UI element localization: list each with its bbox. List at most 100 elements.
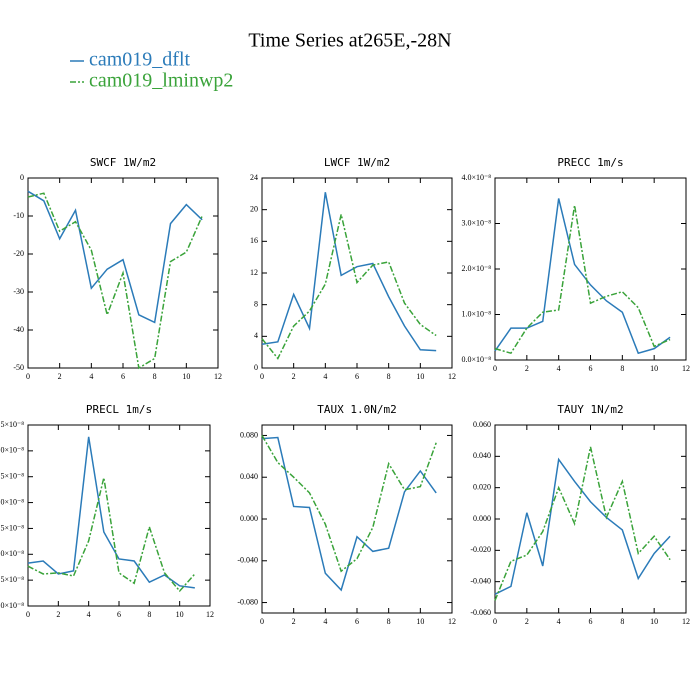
x-tick-label: 12 — [682, 617, 690, 626]
x-tick-label: 4 — [557, 364, 561, 373]
x-tick-label: 10 — [416, 617, 424, 626]
y-tick-label: 4.0×10⁻⁸ — [461, 173, 491, 182]
x-tick-label: 10 — [176, 610, 184, 619]
y-tick-label: 0.5×10⁻⁸ — [0, 575, 24, 584]
y-tick-label: 24 — [250, 173, 258, 182]
y-tick-label: -50 — [13, 363, 24, 372]
y-tick-label: -40 — [13, 325, 24, 334]
y-tick-label: 1.0×10⁻⁸ — [461, 309, 491, 318]
legend-label: cam019_dflt — [89, 49, 191, 71]
series-line — [494, 198, 671, 355]
series-line — [261, 436, 437, 592]
series-line — [494, 457, 671, 595]
y-tick-label: 3.5×10⁻⁸ — [0, 420, 24, 429]
y-tick-label: -0.080 — [237, 597, 258, 606]
x-tick-label: 8 — [153, 372, 157, 381]
x-tick-label: 8 — [387, 372, 391, 381]
plot-frame — [261, 177, 453, 369]
plot-frame — [27, 424, 211, 607]
x-tick-label: 2 — [525, 364, 529, 373]
panel-title: PRECL 1m/s — [86, 403, 152, 416]
legend-label: cam019_lminwp2 — [89, 70, 233, 92]
x-tick-label: 2 — [292, 617, 296, 626]
series-line — [27, 477, 196, 593]
x-tick-label: 12 — [682, 364, 690, 373]
y-tick-label: -0.020 — [470, 545, 491, 554]
y-tick-label: 16 — [250, 236, 258, 245]
y-tick-label: -0.040 — [237, 556, 258, 565]
x-tick-label: 0 — [493, 364, 497, 373]
x-tick-label: 6 — [117, 610, 121, 619]
y-tick-label: -20 — [13, 249, 24, 258]
panel-title: TAUX 1.0N/m2 — [317, 403, 396, 416]
x-tick-label: 10 — [650, 617, 658, 626]
y-tick-label: 3.0×10⁻⁸ — [0, 446, 24, 455]
x-tick-label: 8 — [147, 610, 151, 619]
series-line — [27, 192, 203, 370]
x-tick-label: 8 — [620, 617, 624, 626]
x-tick-label: 0 — [493, 617, 497, 626]
series-line — [27, 190, 203, 324]
x-tick-label: 12 — [448, 617, 456, 626]
y-tick-label: 0.0×10⁻⁸ — [461, 355, 491, 364]
y-tick-label: 2.0×10⁻⁸ — [0, 497, 24, 506]
x-tick-label: 4 — [87, 610, 91, 619]
x-tick-label: 6 — [121, 372, 125, 381]
y-tick-label: 1.5×10⁻⁸ — [0, 523, 24, 532]
series-line — [261, 192, 437, 352]
x-tick-label: 4 — [323, 372, 327, 381]
y-tick-label: 0 — [254, 363, 258, 372]
panel-title: PRECC 1m/s — [557, 156, 623, 169]
y-tick-label: 2.0×10⁻⁸ — [461, 264, 491, 273]
series-line — [494, 446, 671, 601]
series-line — [261, 214, 437, 360]
y-tick-label: 0 — [20, 173, 24, 182]
x-tick-label: 0 — [26, 372, 30, 381]
x-tick-label: 2 — [292, 372, 296, 381]
series-line — [27, 436, 195, 589]
y-tick-label: -0.040 — [470, 576, 491, 585]
y-tick-label: 0.060 — [473, 420, 491, 429]
y-tick-label: 0.080 — [240, 430, 258, 439]
x-tick-label: 12 — [448, 372, 456, 381]
panel: PRECL 1m/s 0 2 4 6 8 10 12 0.0×10⁻⁸ 0.5×10⁻⁸ 1.0×1… — [0, 403, 214, 619]
y-tick-label: 0.040 — [240, 472, 258, 481]
panel: SWCF 1W/m2 0 2 4 6 8 10 12 -50 -40 -30 -20 -10 0 — [13, 156, 222, 381]
plot-frame — [261, 424, 453, 614]
y-tick-label: 0.0×10⁻⁸ — [0, 601, 24, 610]
x-tick-label: 6 — [589, 364, 593, 373]
x-tick-label: 2 — [58, 372, 62, 381]
y-tick-label: 3.0×10⁻⁸ — [461, 218, 491, 227]
x-tick-label: 0 — [260, 617, 264, 626]
x-tick-label: 0 — [26, 610, 30, 619]
x-tick-label: 0 — [260, 372, 264, 381]
x-tick-label: 10 — [650, 364, 658, 373]
x-tick-label: 6 — [589, 617, 593, 626]
x-tick-label: 10 — [416, 372, 424, 381]
chart-title: Time Series at265E,-28N — [248, 30, 451, 52]
x-tick-label: 6 — [355, 617, 359, 626]
y-tick-label: 0.040 — [473, 451, 491, 460]
x-tick-label: 4 — [323, 617, 327, 626]
series-line — [494, 205, 671, 355]
x-tick-label: 10 — [182, 372, 190, 381]
y-tick-label: 0.000 — [240, 514, 258, 523]
y-tick-label: -0.060 — [470, 608, 491, 617]
y-tick-label: 8 — [254, 299, 258, 308]
y-tick-label: 20 — [250, 204, 258, 213]
panel-title: SWCF 1W/m2 — [90, 156, 156, 169]
y-tick-label: -10 — [13, 211, 24, 220]
panel-title: TAUY 1N/m2 — [557, 403, 623, 416]
panel-title: LWCF 1W/m2 — [324, 156, 390, 169]
y-tick-label: -30 — [13, 287, 24, 296]
y-tick-label: 0.020 — [473, 482, 491, 491]
x-tick-label: 2 — [525, 617, 529, 626]
y-tick-label: 1.0×10⁻⁸ — [0, 549, 24, 558]
x-tick-label: 6 — [355, 372, 359, 381]
y-tick-label: 2.5×10⁻⁸ — [0, 472, 24, 481]
y-tick-label: 4 — [254, 331, 258, 340]
x-tick-label: 8 — [620, 364, 624, 373]
